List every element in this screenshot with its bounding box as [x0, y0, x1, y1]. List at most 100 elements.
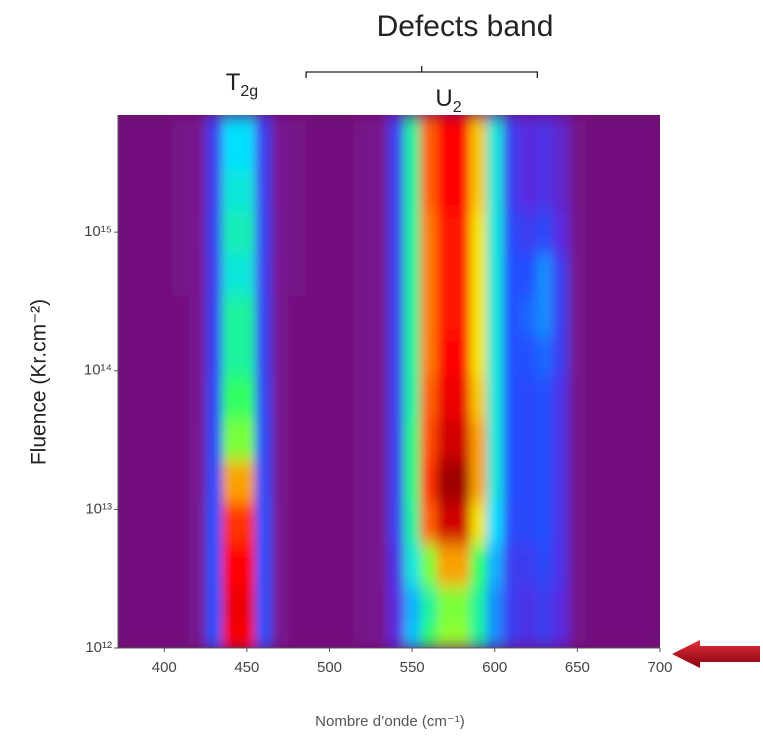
- heatmap-cell: [354, 627, 372, 648]
- heatmap-cell: [552, 169, 570, 212]
- heatmap-cell: [453, 543, 471, 587]
- heatmap-cell: [486, 335, 504, 378]
- heatmap-cell: [205, 627, 223, 648]
- heatmap-cell: [536, 460, 554, 503]
- heatmap-cell: [205, 543, 223, 587]
- heatmap-cell: [288, 501, 306, 545]
- heatmap-cell: [238, 253, 256, 296]
- heatmap-cell: [139, 585, 157, 628]
- heatmap-cell: [519, 335, 537, 378]
- heatmap-cell: [238, 543, 256, 587]
- heatmap-cell: [288, 627, 306, 648]
- heatmap-cell: [172, 460, 190, 503]
- bracket: [305, 66, 538, 78]
- heatmap-cell: [618, 376, 636, 420]
- heatmap-cell: [453, 418, 471, 461]
- heatmap-cell: [288, 169, 306, 212]
- heatmap-cell: [585, 115, 603, 171]
- heatmap-cell: [618, 543, 636, 587]
- heatmap: [118, 115, 660, 648]
- heatmap-cell: [585, 253, 603, 296]
- heatmap-cell: [139, 543, 157, 587]
- heatmap-cell: [118, 294, 141, 336]
- heatmap-cell: [420, 115, 438, 171]
- heatmap-cell: [271, 335, 289, 378]
- heatmap-cell: [436, 376, 455, 420]
- heatmap-cell: [304, 115, 322, 171]
- heatmap-cell: [387, 418, 405, 461]
- heatmap-cell: [585, 418, 603, 461]
- heatmap-cell: [156, 627, 174, 648]
- heatmap-cell: [118, 627, 141, 648]
- heatmap-cell: [321, 418, 339, 461]
- peak-label: T2g: [226, 69, 258, 100]
- heatmap-cell: [536, 627, 554, 648]
- heatmap-cell: [205, 294, 223, 336]
- heatmap-cell: [552, 335, 570, 378]
- heatmap-cell: [403, 169, 421, 212]
- heatmap-cell: [238, 585, 256, 628]
- heatmap-cell: [156, 115, 174, 171]
- heatmap-cell: [172, 376, 190, 420]
- heatmap-cell: [486, 169, 504, 212]
- heatmap-cell: [222, 460, 240, 503]
- heatmap-cell: [288, 211, 306, 254]
- heatmap-cell: [602, 335, 620, 378]
- heatmap-cell: [222, 627, 240, 648]
- heatmap-cell: [172, 627, 190, 648]
- x-tick-label: 550: [400, 659, 425, 676]
- heatmap-cell: [519, 376, 537, 420]
- heatmap-cell: [503, 627, 521, 648]
- heatmap-cell: [651, 501, 660, 545]
- heatmap-cell: [651, 376, 660, 420]
- heatmap-cell: [304, 169, 322, 212]
- heatmap-cell: [139, 294, 157, 336]
- heatmap-cell: [618, 460, 636, 503]
- heatmap-cell: [238, 460, 256, 503]
- heatmap-cell: [255, 335, 273, 378]
- peak-label-main: T: [226, 69, 241, 96]
- heatmap-cell: [651, 585, 660, 628]
- heatmap-cell: [172, 585, 190, 628]
- heatmap-cell: [552, 418, 570, 461]
- heatmap-cell: [618, 335, 636, 378]
- heatmap-cell: [585, 169, 603, 212]
- heatmap-cell: [585, 543, 603, 587]
- heatmap-cell: [321, 460, 339, 503]
- x-tick-label: 500: [317, 659, 342, 676]
- heatmap-cell: [304, 376, 322, 420]
- heatmap-cell: [255, 543, 273, 587]
- heatmap-cell: [486, 211, 504, 254]
- heatmap-cell: [172, 501, 190, 545]
- heatmap-cell: [635, 585, 653, 628]
- heatmap-cell: [156, 294, 174, 336]
- heatmap-cell: [205, 460, 223, 503]
- heatmap-cell: [503, 501, 521, 545]
- heatmap-cell: [436, 543, 455, 587]
- heatmap-cell: [304, 460, 322, 503]
- heatmap-cell: [337, 543, 355, 587]
- heatmap-cell: [222, 501, 240, 545]
- heatmap-cell: [370, 169, 388, 212]
- heatmap-cell: [585, 211, 603, 254]
- heatmap-cell: [238, 627, 256, 648]
- heatmap-cell: [387, 169, 405, 212]
- heatmap-cell: [536, 115, 554, 171]
- heatmap-cell: [651, 460, 660, 503]
- arrow: [672, 640, 760, 668]
- heatmap-cell: [337, 460, 355, 503]
- heatmap-cell: [569, 294, 587, 336]
- heatmap-cell: [205, 211, 223, 254]
- heatmap-cell: [469, 376, 488, 420]
- heatmap-cell: [469, 543, 488, 587]
- heatmap-cell: [651, 169, 660, 212]
- heatmap-cell: [288, 460, 306, 503]
- heatmap-cell: [420, 627, 438, 648]
- heatmap-cell: [403, 585, 421, 628]
- heatmap-cell: [387, 501, 405, 545]
- heatmap-cell: [139, 376, 157, 420]
- heatmap-cell: [569, 169, 587, 212]
- heatmap-cell: [569, 253, 587, 296]
- heatmap-cell: [387, 627, 405, 648]
- heatmap-cell: [321, 543, 339, 587]
